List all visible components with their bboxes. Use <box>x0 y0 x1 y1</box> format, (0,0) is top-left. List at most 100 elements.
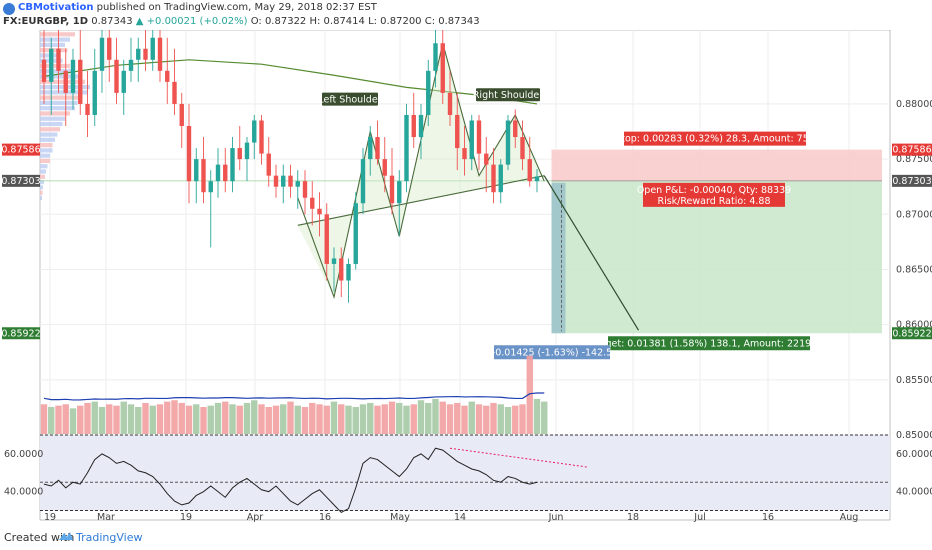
candle <box>368 126 373 176</box>
stop-zone <box>551 149 882 181</box>
volume-profile-bar <box>40 143 53 148</box>
stop-tag <box>624 131 806 146</box>
volume-bar <box>62 404 69 434</box>
volume-bar <box>251 400 258 434</box>
volume-profile-bar <box>40 195 42 200</box>
candle <box>288 164 293 198</box>
volume-bar <box>367 402 374 434</box>
price-tick-label: 0.85000 <box>896 430 932 441</box>
volume-bar <box>243 402 251 434</box>
candle <box>165 37 170 104</box>
volume-bar <box>475 404 483 434</box>
candle <box>107 30 112 82</box>
volume-bar <box>330 401 338 434</box>
volume-bar <box>156 404 164 434</box>
time-tick-label: 19 <box>44 512 56 522</box>
volume-bar <box>316 404 323 434</box>
candle <box>389 148 395 215</box>
stop-price-right-box <box>892 143 932 156</box>
candle <box>194 148 199 204</box>
candle <box>172 48 177 115</box>
candle <box>281 164 286 204</box>
volume-bar <box>381 404 388 434</box>
price-tick-label: 0.88000 <box>896 99 932 110</box>
entry-price-left-label: 0.87303 <box>1 176 40 187</box>
candle <box>520 120 525 171</box>
candle-body <box>215 164 221 182</box>
volume-bar <box>533 398 541 434</box>
candle <box>382 137 387 193</box>
candle-body <box>331 258 337 264</box>
candle-body <box>520 137 525 160</box>
volume-bar <box>461 405 468 434</box>
volume-profile-bar <box>40 174 45 179</box>
price-tick-label: 0.86000 <box>896 320 932 331</box>
candle <box>186 103 192 204</box>
price-chart[interactable]: Left Shoulder Right Shoulder Stop: 0.00283… <box>0 30 932 522</box>
pnl-text: Open P&L: -0.00040, Qty: 88339 <box>637 185 791 196</box>
candle <box>498 159 503 204</box>
volume-profile-bar <box>40 111 70 116</box>
candle <box>491 148 496 204</box>
rsi-tick-right: 60.0000 <box>896 449 932 460</box>
candle-body <box>346 263 351 281</box>
volume-profile-bar <box>40 106 75 111</box>
candle <box>310 181 315 226</box>
volume-bar <box>272 405 280 434</box>
candle-body <box>484 153 489 165</box>
candle <box>121 59 126 115</box>
candle-body <box>230 148 235 182</box>
time-tick-label: 19 <box>180 512 192 522</box>
volume-bar <box>519 404 526 434</box>
tradingview-brand[interactable]: TradingView <box>76 531 143 544</box>
time-tick-label: 16 <box>762 512 774 522</box>
candle <box>339 247 344 298</box>
chart-header: CBMotivation published on TradingView.co… <box>0 0 932 30</box>
candle <box>49 37 54 115</box>
candle-body <box>114 59 119 93</box>
candle <box>433 30 438 88</box>
volume-bar <box>468 401 475 434</box>
rsi-divergence-line <box>449 447 588 468</box>
candle-body <box>447 92 453 115</box>
volume-profile-bar <box>40 190 43 195</box>
time-tick-label: May <box>390 512 410 522</box>
candle <box>78 30 83 115</box>
candle-body <box>288 175 293 187</box>
price-tick-label: 0.86500 <box>896 264 932 275</box>
candle-body <box>426 70 431 115</box>
candle <box>440 30 445 104</box>
symbol-line: FX:EURGBP, 1D 0.87343 ▲ +0.00021 (+0.02%… <box>3 16 480 27</box>
candle-body <box>244 142 250 160</box>
volume-profile-bar <box>40 32 75 37</box>
candle <box>317 192 322 237</box>
candle <box>302 170 308 215</box>
volume-bar <box>345 405 352 434</box>
candle <box>143 30 148 71</box>
volume-bar <box>410 404 417 434</box>
candle <box>527 137 532 187</box>
rsi-band <box>40 435 890 511</box>
volume-profile-bar <box>40 127 60 132</box>
time-tick-label: Jul <box>693 512 705 522</box>
footer: Created with TradingView <box>0 522 932 550</box>
candle-body <box>266 153 271 176</box>
candle-body <box>368 137 373 160</box>
candle-body <box>389 175 395 204</box>
volume-profile-bar <box>40 74 83 79</box>
time-tick-label: Jun <box>548 512 564 522</box>
author-name[interactable]: CBMotivation <box>18 2 94 13</box>
volume-bar <box>396 402 403 434</box>
volume-bar <box>526 355 533 434</box>
price-tick-label: 0.85500 <box>896 375 932 386</box>
candle-body <box>56 48 61 71</box>
candle <box>41 30 47 104</box>
volume-bar <box>512 405 519 434</box>
candle <box>360 148 366 215</box>
publish-line: CBMotivation published on TradingView.co… <box>18 2 377 13</box>
candle <box>447 70 453 127</box>
stop-price-right-label: 0.87586 <box>892 145 931 156</box>
candle-body <box>513 120 518 138</box>
created-with-text: Created with <box>4 531 75 544</box>
target-price-right-label: 0.85922 <box>892 328 931 339</box>
